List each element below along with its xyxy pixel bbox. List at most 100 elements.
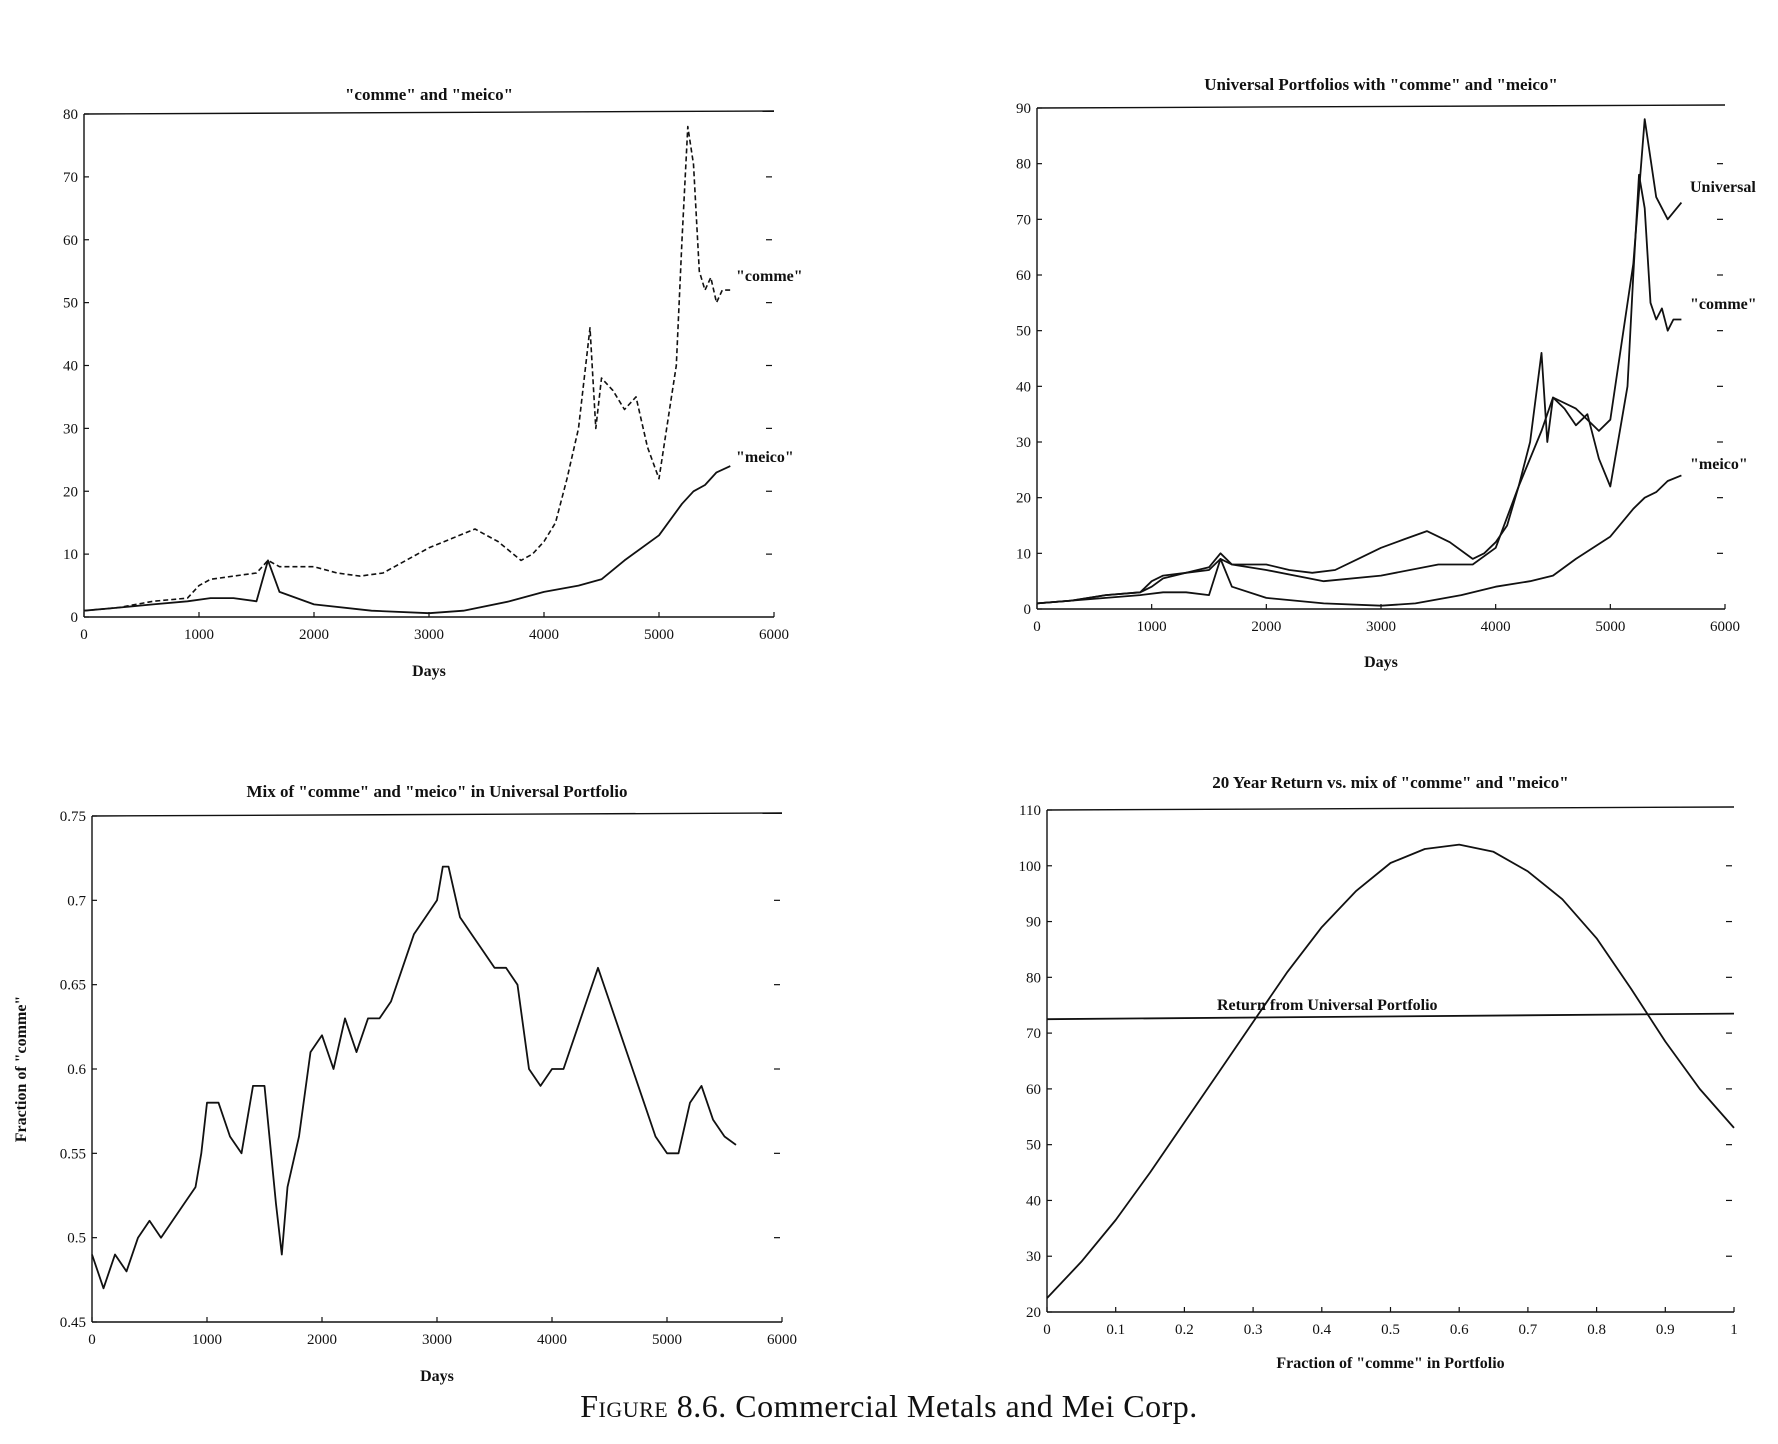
series-line-2 <box>1036 173 1682 605</box>
chart-panel-4: 20 Year Return vs. mix of "comme" and "m… <box>1019 773 1738 1372</box>
y-tick-label: 90 <box>1016 101 1031 117</box>
x-tick-label: 0.7 <box>1519 1322 1538 1338</box>
chart-panel-3: Mix of "comme" and "meico" in Universal … <box>13 782 797 1385</box>
y-tick-label: 10 <box>63 547 78 563</box>
x-tick-label: 6000 <box>767 1332 797 1348</box>
y-tick-label: 70 <box>1016 212 1031 228</box>
y-tick-label: 0.5 <box>67 1231 86 1247</box>
figure-caption: Figure 8.6. Commercial Metals and Mei Co… <box>0 1388 1778 1425</box>
x-axis-label: Days <box>412 663 446 680</box>
x-tick-label: 0.5 <box>1381 1322 1400 1338</box>
y-tick-label: 110 <box>1019 803 1041 819</box>
y-tick-label: 100 <box>1019 859 1042 875</box>
y-tick-label: 60 <box>1016 268 1031 284</box>
y-tick-label: 70 <box>63 170 78 186</box>
chart-panel-2: Universal Portfolios with "comme" and "m… <box>1016 75 1757 671</box>
y-tick-label: 0 <box>1024 602 1032 618</box>
y-tick-label: 90 <box>1026 915 1041 931</box>
x-tick-label: 3000 <box>1366 619 1396 635</box>
y-tick-label: 0.6 <box>67 1062 86 1078</box>
series-line-1 <box>1036 118 1683 605</box>
chart-title: Universal Portfolios with "comme" and "m… <box>1204 75 1558 94</box>
series-annotation: "meico" <box>736 449 794 466</box>
x-tick-label: 6000 <box>1710 619 1740 635</box>
top-frame-line <box>91 812 783 817</box>
y-tick-label: 80 <box>63 107 78 123</box>
series-line-1 <box>91 865 737 1290</box>
chart-title: "comme" and "meico" <box>345 85 513 104</box>
x-tick-label: 5000 <box>644 627 674 643</box>
chart-panel-1: "comme" and "meico" 0 1000 2000 3000 4000 5000… <box>63 85 803 680</box>
y-tick-label: 20 <box>1026 1305 1041 1321</box>
top-frame-line <box>83 110 775 115</box>
x-tick-label: 5000 <box>652 1332 682 1348</box>
top-frame-line <box>1046 806 1735 811</box>
series-line-2 <box>83 465 731 615</box>
series-annotation: "comme" <box>1690 296 1757 313</box>
y-tick-label: 10 <box>1016 546 1031 562</box>
y-tick-label: 40 <box>63 359 78 375</box>
series-line-2 <box>1046 1012 1735 1021</box>
x-tick-label: 0.9 <box>1656 1322 1675 1338</box>
chart-title: Mix of "comme" and "meico" in Universal … <box>247 782 628 801</box>
x-tick-label: 1 <box>1730 1322 1738 1338</box>
top-frame-line <box>1036 104 1726 109</box>
y-tick-label: 60 <box>1026 1082 1041 1098</box>
x-tick-label: 2000 <box>307 1332 337 1348</box>
x-tick-label: 0.8 <box>1587 1322 1606 1338</box>
x-tick-label: 0.2 <box>1175 1322 1194 1338</box>
x-tick-label: 4000 <box>1481 619 1511 635</box>
x-tick-label: 0.1 <box>1106 1322 1125 1338</box>
y-tick-label: 40 <box>1016 379 1031 395</box>
x-tick-label: 5000 <box>1595 619 1625 635</box>
y-tick-label: 0.45 <box>60 1315 86 1331</box>
series-annotation: Return from Universal Portfolio <box>1217 997 1438 1014</box>
y-tick-label: 40 <box>1026 1193 1041 1209</box>
y-tick-label: 30 <box>1016 435 1031 451</box>
y-tick-label: 30 <box>63 421 78 437</box>
x-tick-label: 0 <box>1033 619 1041 635</box>
y-tick-label: 50 <box>1026 1138 1041 1154</box>
y-tick-label: 20 <box>1016 491 1031 507</box>
y-tick-label: 30 <box>1026 1249 1041 1265</box>
y-tick-label: 70 <box>1026 1026 1041 1042</box>
series-line-1 <box>83 125 731 612</box>
y-tick-label: 20 <box>63 484 78 500</box>
x-tick-label: 6000 <box>759 627 789 643</box>
x-tick-label: 1000 <box>192 1332 222 1348</box>
caption-label: Figure 8.6. <box>580 1388 727 1424</box>
y-tick-label: 0.65 <box>60 978 86 994</box>
y-tick-label: 60 <box>63 233 78 249</box>
x-tick-label: 2000 <box>299 627 329 643</box>
x-tick-label: 1000 <box>184 627 214 643</box>
x-axis-label: Days <box>420 1368 454 1385</box>
y-tick-label: 0.7 <box>67 893 86 909</box>
chart-title: 20 Year Return vs. mix of "comme" and "m… <box>1212 773 1568 792</box>
y-tick-label: 0.75 <box>60 809 86 825</box>
x-tick-label: 3000 <box>422 1332 452 1348</box>
x-tick-label: 4000 <box>529 627 559 643</box>
series-annotation: Universal <box>1690 179 1756 196</box>
x-axis-label: Days <box>1364 654 1398 671</box>
x-tick-label: 0.6 <box>1450 1322 1469 1338</box>
series-line-1 <box>1046 843 1735 1299</box>
x-tick-label: 0.4 <box>1312 1322 1331 1338</box>
series-line-3 <box>1036 474 1682 607</box>
series-annotation: "meico" <box>1690 456 1748 473</box>
x-axis-label: Fraction of "comme" in Portfolio <box>1276 1355 1504 1372</box>
y-tick-label: 80 <box>1016 157 1031 173</box>
series-annotation: "comme" <box>736 268 803 285</box>
y-tick-label: 50 <box>63 296 78 312</box>
x-tick-label: 1000 <box>1137 619 1167 635</box>
y-tick-label: 0 <box>71 610 79 626</box>
y-tick-label: 80 <box>1026 970 1041 986</box>
y-tick-label: 0.55 <box>60 1146 86 1162</box>
x-tick-label: 0.3 <box>1244 1322 1263 1338</box>
x-tick-label: 2000 <box>1251 619 1281 635</box>
x-tick-label: 4000 <box>537 1332 567 1348</box>
x-tick-label: 0 <box>80 627 88 643</box>
caption-text: Commercial Metals and Mei Corp. <box>735 1388 1198 1424</box>
y-axis-label: Fraction of "comme" <box>13 996 30 1143</box>
x-tick-label: 3000 <box>414 627 444 643</box>
